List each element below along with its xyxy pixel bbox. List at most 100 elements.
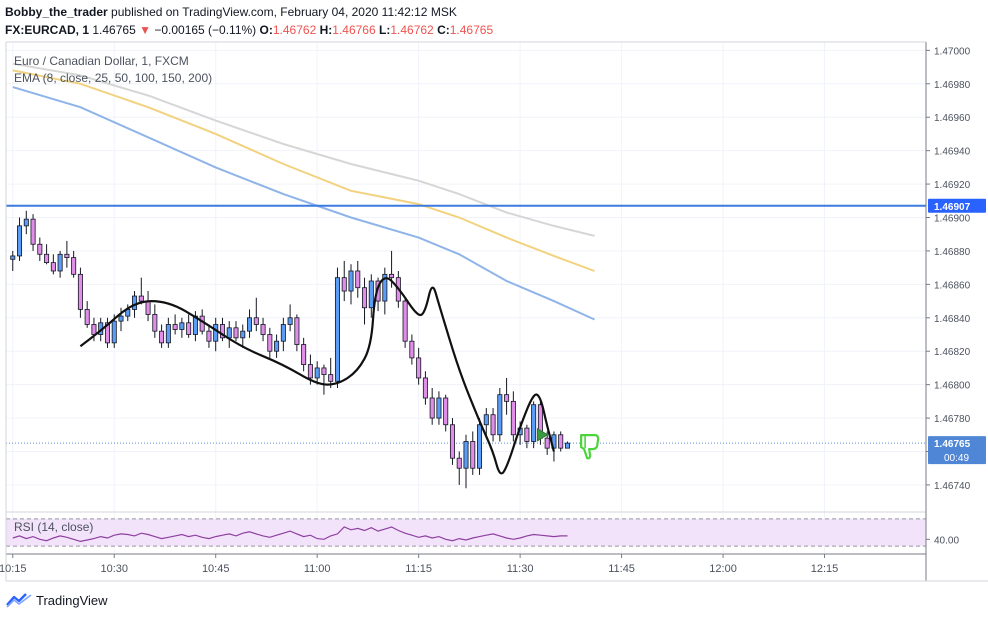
- candle-body: [71, 257, 77, 275]
- candle-body: [422, 377, 428, 399]
- candle-body: [510, 400, 516, 436]
- candle-body: [477, 424, 483, 469]
- price-tick-label: 1.46780: [934, 414, 971, 425]
- price-change: −0.00165 (−0.11%): [154, 23, 257, 37]
- price-tick-label: 1.46740: [934, 481, 971, 492]
- price-tick-label: 1.46940: [934, 147, 971, 158]
- candles: [10, 210, 570, 489]
- candle-body: [226, 327, 232, 339]
- markers: 1.46907 1.46765 00:49: [536, 198, 986, 465]
- time-tick-label: 10:45: [202, 563, 230, 575]
- rsi-legend[interactable]: RSI (14, close): [14, 520, 94, 534]
- candle-body: [558, 434, 564, 449]
- horizontal-line-price-label: 1.46907: [934, 202, 971, 213]
- price-tick-label: 1.46920: [934, 180, 971, 191]
- thumbs-down-icon: [580, 434, 600, 460]
- candle-body: [44, 253, 50, 264]
- candle-body: [247, 317, 253, 332]
- candle-body: [274, 340, 280, 352]
- candle-body: [132, 295, 138, 310]
- candle-body: [348, 270, 354, 292]
- candle-body: [409, 340, 415, 359]
- time-tick-label: 11:00: [304, 563, 331, 575]
- drawing-layer[interactable]: [79, 277, 555, 475]
- time-tick-label: 12:15: [811, 563, 839, 575]
- last-price: 1.46765: [92, 23, 136, 37]
- candle-body: [145, 300, 151, 315]
- candle-body: [307, 364, 313, 379]
- candle-body: [240, 330, 246, 339]
- time-tick-label: 11:15: [405, 563, 432, 575]
- last-price-tag: [928, 436, 986, 465]
- author-name[interactable]: Bobby_the_trader: [5, 5, 108, 19]
- horizontal-line-price-tag: [928, 198, 986, 213]
- ema-line-blue: [12, 86, 595, 321]
- ohlc-low-value: 1.46762: [390, 23, 434, 37]
- candle-body: [10, 255, 16, 260]
- candle-body: [30, 218, 36, 245]
- candle-body: [186, 322, 192, 335]
- publish-text: published on TradingView.com, February 0…: [111, 5, 457, 19]
- freehand-drawing[interactable]: [79, 277, 555, 475]
- candle-body: [531, 404, 537, 442]
- candle-body: [267, 334, 273, 352]
- candle-body: [483, 414, 489, 426]
- candle-body: [199, 315, 205, 332]
- last-price-label: 1.46765: [934, 439, 971, 450]
- candle-body: [91, 324, 97, 335]
- price-tick-label: 1.46980: [934, 80, 971, 91]
- candle-body: [301, 344, 307, 365]
- ema-line-orange: [12, 69, 595, 272]
- candle-body: [104, 322, 110, 344]
- ohlc-close-label: C:: [437, 23, 450, 37]
- candle-body: [253, 317, 259, 325]
- candle-body: [280, 324, 286, 342]
- footer-brand[interactable]: TradingView: [6, 592, 108, 608]
- ema-legend[interactable]: EMA (8, close, 25, 50, 100, 150, 200): [14, 71, 213, 85]
- arrow-right-icon: [536, 427, 549, 442]
- candle-body: [449, 424, 455, 459]
- candle-body: [213, 324, 219, 342]
- time-tick-label: 10:30: [100, 563, 128, 575]
- candle-body: [111, 320, 117, 344]
- ohlc-open-label: O:: [259, 23, 273, 37]
- candle-body: [470, 441, 476, 469]
- horizontal-line-layer[interactable]: [6, 204, 926, 444]
- symbol-label: FX:EURCAD, 1: [5, 23, 90, 37]
- candle-body: [23, 218, 29, 227]
- price-tick-label: 1.46960: [934, 113, 971, 124]
- price-tick-label: 1.46900: [934, 214, 971, 225]
- candle-body: [382, 273, 388, 302]
- price-tick-label: 1.46880: [934, 247, 971, 258]
- ema-line-grey: [12, 62, 595, 237]
- candle-body: [17, 225, 23, 257]
- candle-body: [260, 324, 266, 335]
- ohlc-close-value: 1.46765: [449, 23, 494, 37]
- candle-body: [138, 295, 144, 302]
- candle-body: [564, 442, 570, 449]
- chart-title: Euro / Canadian Dollar, 1, FXCM: [14, 54, 189, 68]
- candle-body: [443, 397, 449, 426]
- candle-body: [355, 270, 361, 289]
- rsi-tick-label: 40.00: [934, 535, 959, 546]
- rsi-line: [12, 526, 568, 543]
- candle-body: [334, 277, 340, 382]
- price-tick-label: 1.46800: [934, 381, 971, 392]
- candle-body: [402, 300, 408, 342]
- grid: [6, 42, 926, 553]
- ohlc-high-value: 1.46766: [332, 23, 376, 37]
- price-tick-label: 1.46840: [934, 314, 971, 325]
- candle-body: [314, 367, 320, 379]
- candle-body: [436, 397, 442, 419]
- rsi-pane: [6, 511, 926, 547]
- price-tick-label: 1.47000: [934, 46, 971, 57]
- candle-body: [524, 427, 530, 442]
- candle-body: [179, 322, 185, 330]
- candle-body: [504, 394, 510, 402]
- candle-body: [416, 357, 422, 379]
- candle-body: [84, 309, 90, 325]
- candle-body: [172, 324, 178, 330]
- candle-body: [77, 273, 83, 310]
- candle-body: [152, 314, 158, 332]
